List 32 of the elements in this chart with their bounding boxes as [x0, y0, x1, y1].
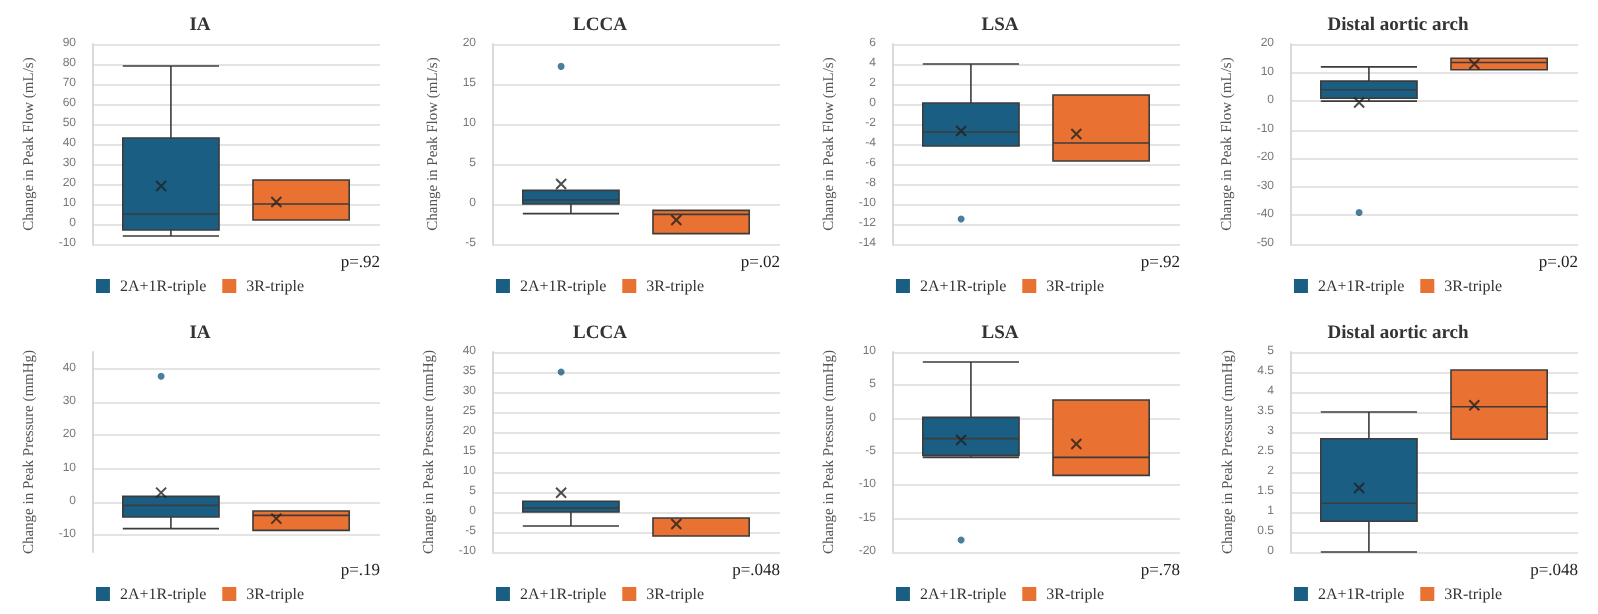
- legend-label: 2A+1R-triple: [918, 584, 1007, 602]
- text: p=.19: [340, 558, 381, 578]
- text: p=.92: [1139, 251, 1180, 271]
- chart-title: IA: [189, 16, 211, 36]
- legend-label: 2A+1R-triple: [1318, 584, 1406, 602]
- legend-label: 2A+1R-triple: [918, 277, 1007, 295]
- chart-title: LSA: [980, 16, 1018, 36]
- legend-label: 3R-triple: [246, 584, 305, 602]
- chart-title: Distal aortic arch: [1327, 16, 1471, 36]
- legend-label: 3R-triple: [1444, 277, 1504, 295]
- legend-label: 3R-triple: [1444, 584, 1504, 602]
- legend-label: 3R-triple: [1045, 584, 1104, 602]
- text: p=.02: [740, 251, 780, 271]
- text: p=.048: [731, 558, 780, 578]
- legend-label: 3R-triple: [1045, 277, 1104, 295]
- legend-label: 3R-triple: [645, 584, 705, 602]
- legend-label: 2A+1R-triple: [119, 584, 208, 602]
- legend-label: 2A+1R-triple: [519, 584, 607, 602]
- text: p=.92: [340, 251, 381, 271]
- legend-label: 2A+1R-triple: [519, 277, 607, 295]
- text: p=.02: [1539, 251, 1579, 271]
- legend-label: 3R-triple: [246, 277, 305, 295]
- chart-title: LSA: [980, 323, 1018, 343]
- chart-title: LCCA: [572, 323, 627, 343]
- chart-title: LCCA: [572, 16, 627, 36]
- text: p=.048: [1530, 558, 1579, 578]
- chart-title: IA: [189, 323, 211, 343]
- legend-label: 3R-triple: [645, 277, 705, 295]
- chart-title: Distal aortic arch: [1327, 323, 1471, 343]
- legend-label: 2A+1R-triple: [119, 277, 208, 295]
- legend-label: 2A+1R-triple: [1318, 277, 1406, 295]
- text: p=.78: [1139, 558, 1180, 578]
